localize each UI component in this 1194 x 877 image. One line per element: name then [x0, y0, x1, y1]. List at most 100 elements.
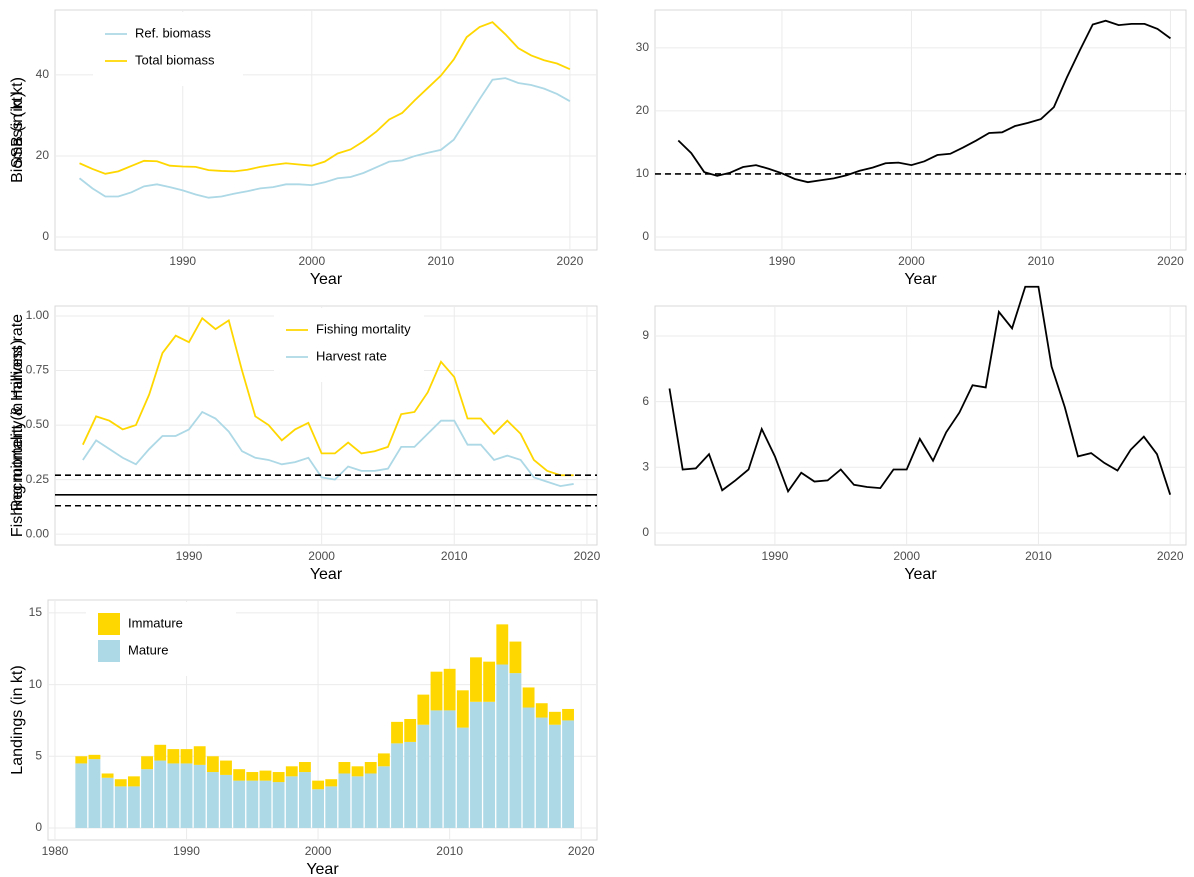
x-tick-label: 1990	[173, 844, 200, 858]
bar-segment	[470, 701, 482, 828]
panel: 0 10 20 30 1990 2000 2010 2020 Year SSB (in kt)	[9, 9, 1187, 288]
bar-segment	[404, 741, 417, 828]
data-line	[668, 285, 1172, 495]
x-tick-label: 1980	[42, 844, 69, 858]
bar-segment	[325, 779, 338, 787]
bar-segment	[364, 762, 377, 774]
bar-segment	[391, 721, 403, 744]
panel: 0 20 40 1990 2000 2010 2020 Year Biomass (in kt)…	[9, 9, 598, 288]
bar-segment	[259, 770, 272, 781]
data-line	[677, 19, 1171, 184]
bar-segment	[299, 762, 311, 773]
bar-segment	[430, 710, 443, 828]
bar-segment	[364, 773, 377, 828]
bar-segment	[443, 668, 456, 711]
bar-segment	[154, 744, 167, 761]
bar-segment	[351, 776, 364, 828]
bar-segment	[193, 746, 206, 765]
bar-segment	[233, 780, 246, 828]
x-tick-label: 2010	[436, 844, 463, 858]
y-tick-label: 15	[29, 605, 43, 619]
plot-border	[47, 599, 598, 841]
bar-segment	[88, 759, 101, 828]
y-tick-label: 9	[642, 328, 649, 342]
x-tick-label: 2010	[428, 254, 455, 268]
y-tick-label: 0	[642, 229, 649, 243]
bar-segment	[417, 724, 430, 828]
y-tick-label: 0.75	[26, 363, 50, 377]
legend-label: Ref. biomass	[135, 25, 211, 40]
y-axis-title: Fishing mortality & Harvest rate	[9, 314, 26, 537]
x-tick-label: 2020	[557, 254, 584, 268]
bar-segment	[443, 710, 456, 828]
bar-segment	[509, 641, 522, 674]
legend-label: Mature	[128, 642, 168, 657]
data-line	[82, 316, 574, 477]
bar-segment	[470, 657, 482, 702]
bar-segment	[220, 774, 232, 828]
y-tick-label: 30	[636, 40, 650, 54]
x-tick-label: 1990	[169, 254, 196, 268]
bar-segment	[193, 764, 206, 828]
panel: 0 5 10 15 1980 1990 2000 2010 2020 Year Landings (…	[9, 599, 598, 877]
legend-box	[93, 12, 243, 86]
bar-segment	[535, 703, 548, 718]
x-tick-label: 1990	[769, 254, 796, 268]
bar-segment	[220, 760, 232, 775]
bar-segment	[522, 687, 535, 708]
bar-segment	[206, 756, 219, 773]
bar-segment	[496, 624, 509, 665]
x-tick-label: 2000	[305, 844, 332, 858]
legend-label: Fishing mortality	[316, 321, 411, 336]
bar-segment	[246, 780, 259, 828]
bar-segment	[496, 664, 509, 828]
bar-segment	[127, 776, 140, 787]
x-axis-title: Year	[904, 271, 937, 288]
bar-segment	[167, 749, 180, 764]
y-tick-label: 0	[42, 229, 49, 243]
x-tick-label: 1990	[176, 549, 203, 563]
bar-segment	[180, 763, 193, 828]
plot-border	[654, 305, 1187, 546]
bar-segment	[509, 673, 522, 828]
y-tick-label: 10	[29, 677, 43, 691]
bar-segment	[114, 786, 127, 828]
plot-border	[654, 9, 1187, 251]
y-tick-label: 6	[642, 394, 649, 408]
bar-segment	[548, 711, 561, 725]
bar-segment	[246, 772, 259, 781]
x-tick-label: 1990	[762, 549, 789, 563]
panel: 0 3 6 9 1990 2000 2010 2020 Year Recruitment (in …	[9, 285, 1187, 583]
bar-segment	[114, 779, 127, 787]
bar-segment	[180, 749, 193, 764]
bar-segment	[483, 701, 496, 828]
bar-segment	[141, 769, 153, 828]
bar-segment	[233, 769, 246, 781]
bar-segment	[285, 776, 298, 828]
x-tick-label: 2010	[441, 549, 468, 563]
bar-segment	[377, 766, 390, 828]
y-tick-label: 1.00	[26, 308, 50, 322]
legend-label: Immature	[128, 615, 183, 630]
x-axis-title: Year	[310, 271, 343, 288]
bar-segment	[377, 753, 390, 767]
bar-segment	[88, 754, 101, 760]
y-tick-label: 5	[35, 748, 42, 762]
bar-segment	[535, 717, 548, 828]
x-axis-title: Year	[306, 861, 339, 877]
bar-segment	[483, 661, 496, 702]
bar-segment	[562, 708, 574, 721]
panel: 0.00 0.25 0.50 0.75 1.00 1990 2000 2010 2020 Year…	[9, 305, 601, 583]
data-line	[79, 21, 571, 175]
legend-label: Total biomass	[135, 52, 215, 67]
data-line	[82, 410, 574, 488]
y-tick-label: 20	[36, 148, 50, 162]
bar-segment	[417, 694, 430, 725]
legend-key	[98, 613, 120, 635]
y-axis-title: SSB (in kt)	[9, 92, 26, 168]
bar-segment	[141, 756, 153, 770]
plot-border	[54, 9, 598, 251]
x-tick-label: 2020	[1157, 549, 1184, 563]
x-tick-label: 2010	[1025, 549, 1052, 563]
